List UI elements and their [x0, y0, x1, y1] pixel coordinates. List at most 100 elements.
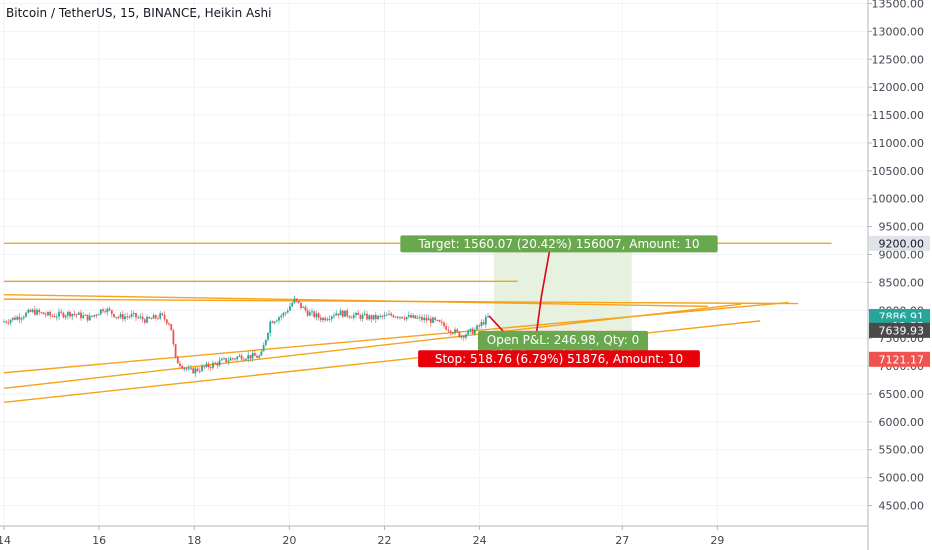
candle — [225, 358, 228, 362]
candle — [447, 329, 450, 331]
candle — [471, 328, 474, 335]
candle — [326, 319, 329, 321]
candle — [91, 315, 93, 317]
y-tick-label: 8500.00 — [879, 276, 925, 289]
candle — [172, 330, 175, 345]
candle — [258, 355, 261, 358]
y-tick-label: 5000.00 — [879, 472, 925, 485]
candle — [278, 317, 280, 321]
candle — [27, 309, 30, 313]
candle — [317, 313, 320, 318]
candle — [99, 309, 102, 315]
candle — [194, 368, 197, 374]
candle — [113, 313, 115, 318]
candle — [275, 320, 278, 322]
y-tick-label: 10000.00 — [872, 193, 925, 206]
y-tick-label: 4500.00 — [879, 500, 925, 513]
candle — [256, 355, 258, 358]
candle — [392, 315, 395, 318]
candle — [476, 325, 478, 330]
candle — [66, 311, 69, 316]
candle — [64, 315, 67, 318]
candle — [352, 315, 355, 318]
candle — [168, 323, 170, 325]
candle — [95, 314, 98, 316]
candle — [394, 316, 397, 318]
candle — [385, 314, 388, 316]
candle — [231, 358, 234, 360]
candle — [344, 310, 346, 317]
price-label: 9200.00 — [879, 237, 925, 250]
candle — [297, 300, 300, 303]
x-tick-label: 24 — [473, 534, 487, 547]
candle — [7, 322, 10, 324]
candle — [480, 322, 483, 327]
candle — [291, 302, 294, 307]
candle — [176, 357, 179, 364]
candle — [163, 314, 166, 320]
candle — [449, 330, 452, 333]
candle — [416, 317, 419, 319]
candle — [484, 316, 487, 325]
candle — [77, 312, 80, 315]
candle — [25, 312, 27, 317]
y-tick-label: 12000.00 — [872, 81, 925, 94]
candle — [58, 311, 60, 317]
candle — [16, 316, 19, 320]
candle — [359, 315, 362, 319]
candle — [282, 313, 285, 316]
x-tick-label: 18 — [187, 534, 201, 547]
candle — [29, 309, 32, 312]
candle — [238, 355, 241, 357]
chart-title: Bitcoin / TetherUS, 15, BINANCE, Heikin … — [6, 6, 272, 20]
candle — [443, 322, 445, 327]
trendline — [3, 298, 799, 305]
candle — [328, 318, 331, 320]
candle — [150, 318, 153, 320]
candle — [412, 315, 415, 318]
candle — [212, 362, 214, 368]
candle — [456, 329, 459, 332]
candle — [236, 356, 239, 360]
candle — [372, 314, 375, 320]
candle — [242, 359, 245, 361]
candle — [86, 314, 89, 321]
candle — [55, 316, 58, 318]
candle — [88, 315, 91, 321]
candle — [11, 317, 14, 320]
candle — [271, 321, 274, 324]
candle — [405, 316, 408, 320]
candle — [273, 321, 276, 324]
candle — [80, 312, 82, 319]
candle — [330, 316, 333, 319]
candle — [357, 312, 360, 316]
candle — [214, 362, 217, 364]
trendline — [3, 303, 742, 390]
candle — [460, 335, 463, 338]
candle — [337, 313, 340, 316]
candle — [304, 306, 307, 311]
candle — [53, 316, 56, 318]
candle — [440, 321, 443, 323]
candle — [190, 368, 192, 370]
candle — [185, 368, 188, 370]
candle — [110, 310, 113, 314]
stop-label: Stop: 518.76 (6.79%) 51876, Amount: 10 — [435, 352, 683, 366]
candle — [311, 311, 313, 313]
candle — [9, 319, 12, 323]
y-tick-label: 6500.00 — [879, 388, 925, 401]
candle — [93, 314, 96, 317]
target-zone — [493, 243, 632, 331]
candle — [84, 314, 87, 316]
candles — [3, 295, 489, 378]
candle — [368, 315, 371, 320]
candle — [139, 316, 142, 318]
y-tick-label: 5500.00 — [879, 444, 925, 457]
candle — [157, 318, 159, 320]
price-label: 7121.17 — [879, 353, 925, 366]
candle — [425, 317, 428, 321]
candle — [102, 309, 104, 312]
